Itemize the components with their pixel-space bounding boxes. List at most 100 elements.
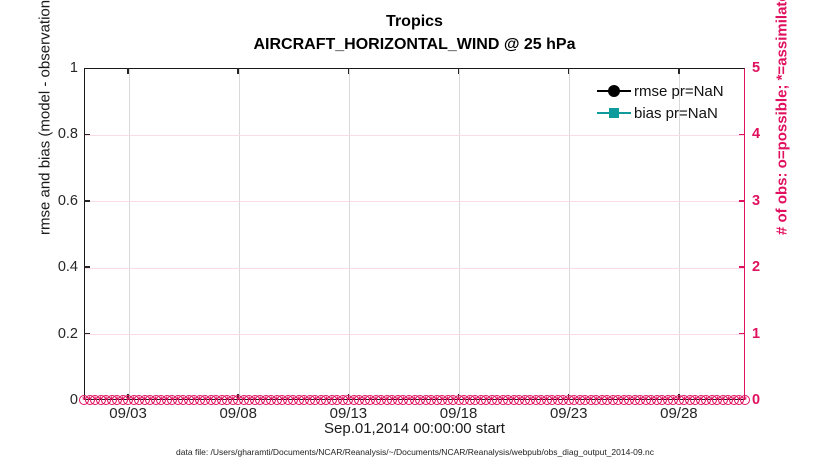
- left-y-tick-label: 0.2: [57, 325, 78, 342]
- horizontal-gridline: [85, 334, 744, 336]
- obs-assimilated-marker: *: [258, 394, 263, 405]
- right-y-tick-label: 1: [752, 325, 761, 342]
- obs-assimilated-marker: *: [308, 394, 312, 405]
- obs-assimilated-marker: *: [159, 394, 163, 405]
- x-tick-label: 09/23: [549, 405, 588, 422]
- obs-assimilated-marker: *: [633, 394, 637, 405]
- obs-assimilated-marker: *: [434, 394, 439, 405]
- obs-assimilated-marker: *: [611, 394, 615, 405]
- obs-assimilated-marker: *: [660, 394, 665, 405]
- x-tick-mark-top: [347, 68, 350, 74]
- obs-assimilated-marker: *: [544, 394, 549, 405]
- x-tick-mark-top: [567, 68, 570, 74]
- obs-assimilated-marker: *: [352, 394, 356, 405]
- rmse-legend-sample: [597, 84, 631, 98]
- obs-assimilated-marker: *: [467, 394, 472, 405]
- bias-square-marker-icon: [609, 108, 619, 118]
- obs-assimilated-marker: *: [528, 394, 532, 405]
- obs-assimilated-marker: *: [164, 394, 169, 405]
- obs-assimilated-marker: *: [390, 394, 395, 405]
- obs-assimilated-marker: *: [115, 394, 119, 405]
- legend: rmse pr=NaN bias pr=NaN: [597, 80, 747, 124]
- obs-assimilated-marker: *: [506, 394, 510, 405]
- obs-assimilated-marker: *: [297, 394, 301, 405]
- obs-assimilated-marker: *: [186, 394, 191, 405]
- obs-assimilated-marker: *: [401, 394, 406, 405]
- obs-assimilated-marker: *: [225, 394, 229, 405]
- x-tick-label: 09/28: [660, 405, 698, 422]
- obs-assimilated-marker: *: [522, 394, 527, 405]
- obs-assimilated-marker: *: [236, 394, 240, 405]
- obs-assimilated-marker: *: [644, 394, 648, 405]
- right-y-tick-label: 4: [752, 126, 761, 143]
- legend-label-bias: bias pr=NaN: [634, 104, 718, 122]
- obs-assimilated-marker: *: [737, 394, 742, 405]
- obs-assimilated-marker: *: [330, 394, 334, 405]
- obs-assimilated-marker: *: [385, 394, 389, 405]
- horizontal-gridline: [85, 267, 744, 269]
- obs-assimilated-marker: *: [148, 394, 152, 405]
- obs-assimilated-marker: *: [291, 394, 296, 405]
- obs-assimilated-marker: *: [153, 394, 158, 405]
- obs-assimilated-marker: *: [440, 394, 444, 405]
- obs-assimilated-marker: *: [710, 394, 714, 405]
- obs-assimilated-marker: *: [423, 394, 428, 405]
- obs-assimilated-marker: *: [577, 394, 582, 405]
- vertical-gridline: [238, 69, 240, 399]
- obs-assimilated-marker: *: [726, 394, 731, 405]
- obs-assimilated-marker: *: [280, 394, 285, 405]
- obs-assimilated-marker: *: [368, 394, 373, 405]
- obs-assimilated-marker: *: [192, 394, 196, 405]
- bias-legend-sample: [597, 106, 631, 120]
- obs-assimilated-marker: *: [374, 394, 378, 405]
- vertical-gridline: [128, 69, 130, 399]
- obs-assimilated-marker: *: [379, 394, 384, 405]
- obs-assimilated-marker: *: [566, 394, 571, 405]
- obs-assimilated-marker: *: [743, 394, 747, 405]
- obs-assimilated-marker: *: [473, 394, 477, 405]
- y-tick-mark-left: [84, 200, 90, 202]
- obs-assimilated-marker: *: [170, 394, 174, 405]
- obs-assimilated-marker: *: [533, 394, 538, 405]
- y-tick-mark-right: [739, 332, 745, 335]
- x-tick-label: 09/18: [439, 405, 478, 422]
- legend-row-bias: bias pr=NaN: [597, 102, 747, 124]
- obs-assimilated-marker: *: [693, 394, 698, 405]
- obs-assimilated-marker: *: [181, 394, 185, 405]
- obs-assimilated-marker: *: [627, 394, 632, 405]
- obs-assimilated-marker: *: [131, 394, 136, 405]
- left-y-tick-label: 0.4: [57, 259, 78, 276]
- obs-assimilated-marker: *: [412, 394, 417, 405]
- obs-assimilated-marker: *: [82, 394, 86, 405]
- obs-assimilated-marker: *: [682, 394, 687, 405]
- left-y-tick-label: 0: [69, 392, 78, 408]
- obs-assimilated-marker: *: [600, 394, 604, 405]
- obs-assimilated-marker: *: [511, 394, 516, 405]
- obs-assimilated-marker: *: [489, 394, 494, 405]
- x-tick-label: 09/13: [329, 405, 368, 422]
- obs-assimilated-marker: *: [721, 394, 725, 405]
- obs-assimilated-marker: *: [98, 394, 103, 405]
- obs-assimilated-marker: *: [462, 394, 466, 405]
- obs-assimilated-marker: *: [429, 394, 433, 405]
- right-y-tick-label: 0: [752, 392, 761, 408]
- obs-assimilated-marker: *: [572, 394, 576, 405]
- obs-assimilated-marker: *: [219, 394, 224, 405]
- obs-assimilated-marker: *: [589, 394, 593, 405]
- obs-assimilated-marker: *: [357, 394, 362, 405]
- obs-assimilated-marker: *: [622, 394, 626, 405]
- obs-assimilated-marker: *: [407, 394, 411, 405]
- obs-assimilated-marker: *: [517, 394, 521, 405]
- obs-assimilated-marker: *: [484, 394, 488, 405]
- x-tick-mark-top: [237, 68, 239, 74]
- obs-assimilated-marker: *: [649, 394, 654, 405]
- obs-assimilated-marker: *: [445, 394, 450, 405]
- obs-assimilated-marker: *: [539, 394, 543, 405]
- horizontal-gridline: [85, 201, 744, 203]
- obs-assimilated-marker: *: [677, 394, 681, 405]
- obs-assimilated-marker: *: [313, 394, 318, 405]
- plot-area: [84, 68, 745, 400]
- obs-assimilated-marker: *: [616, 394, 621, 405]
- obs-assimilated-marker: *: [605, 394, 610, 405]
